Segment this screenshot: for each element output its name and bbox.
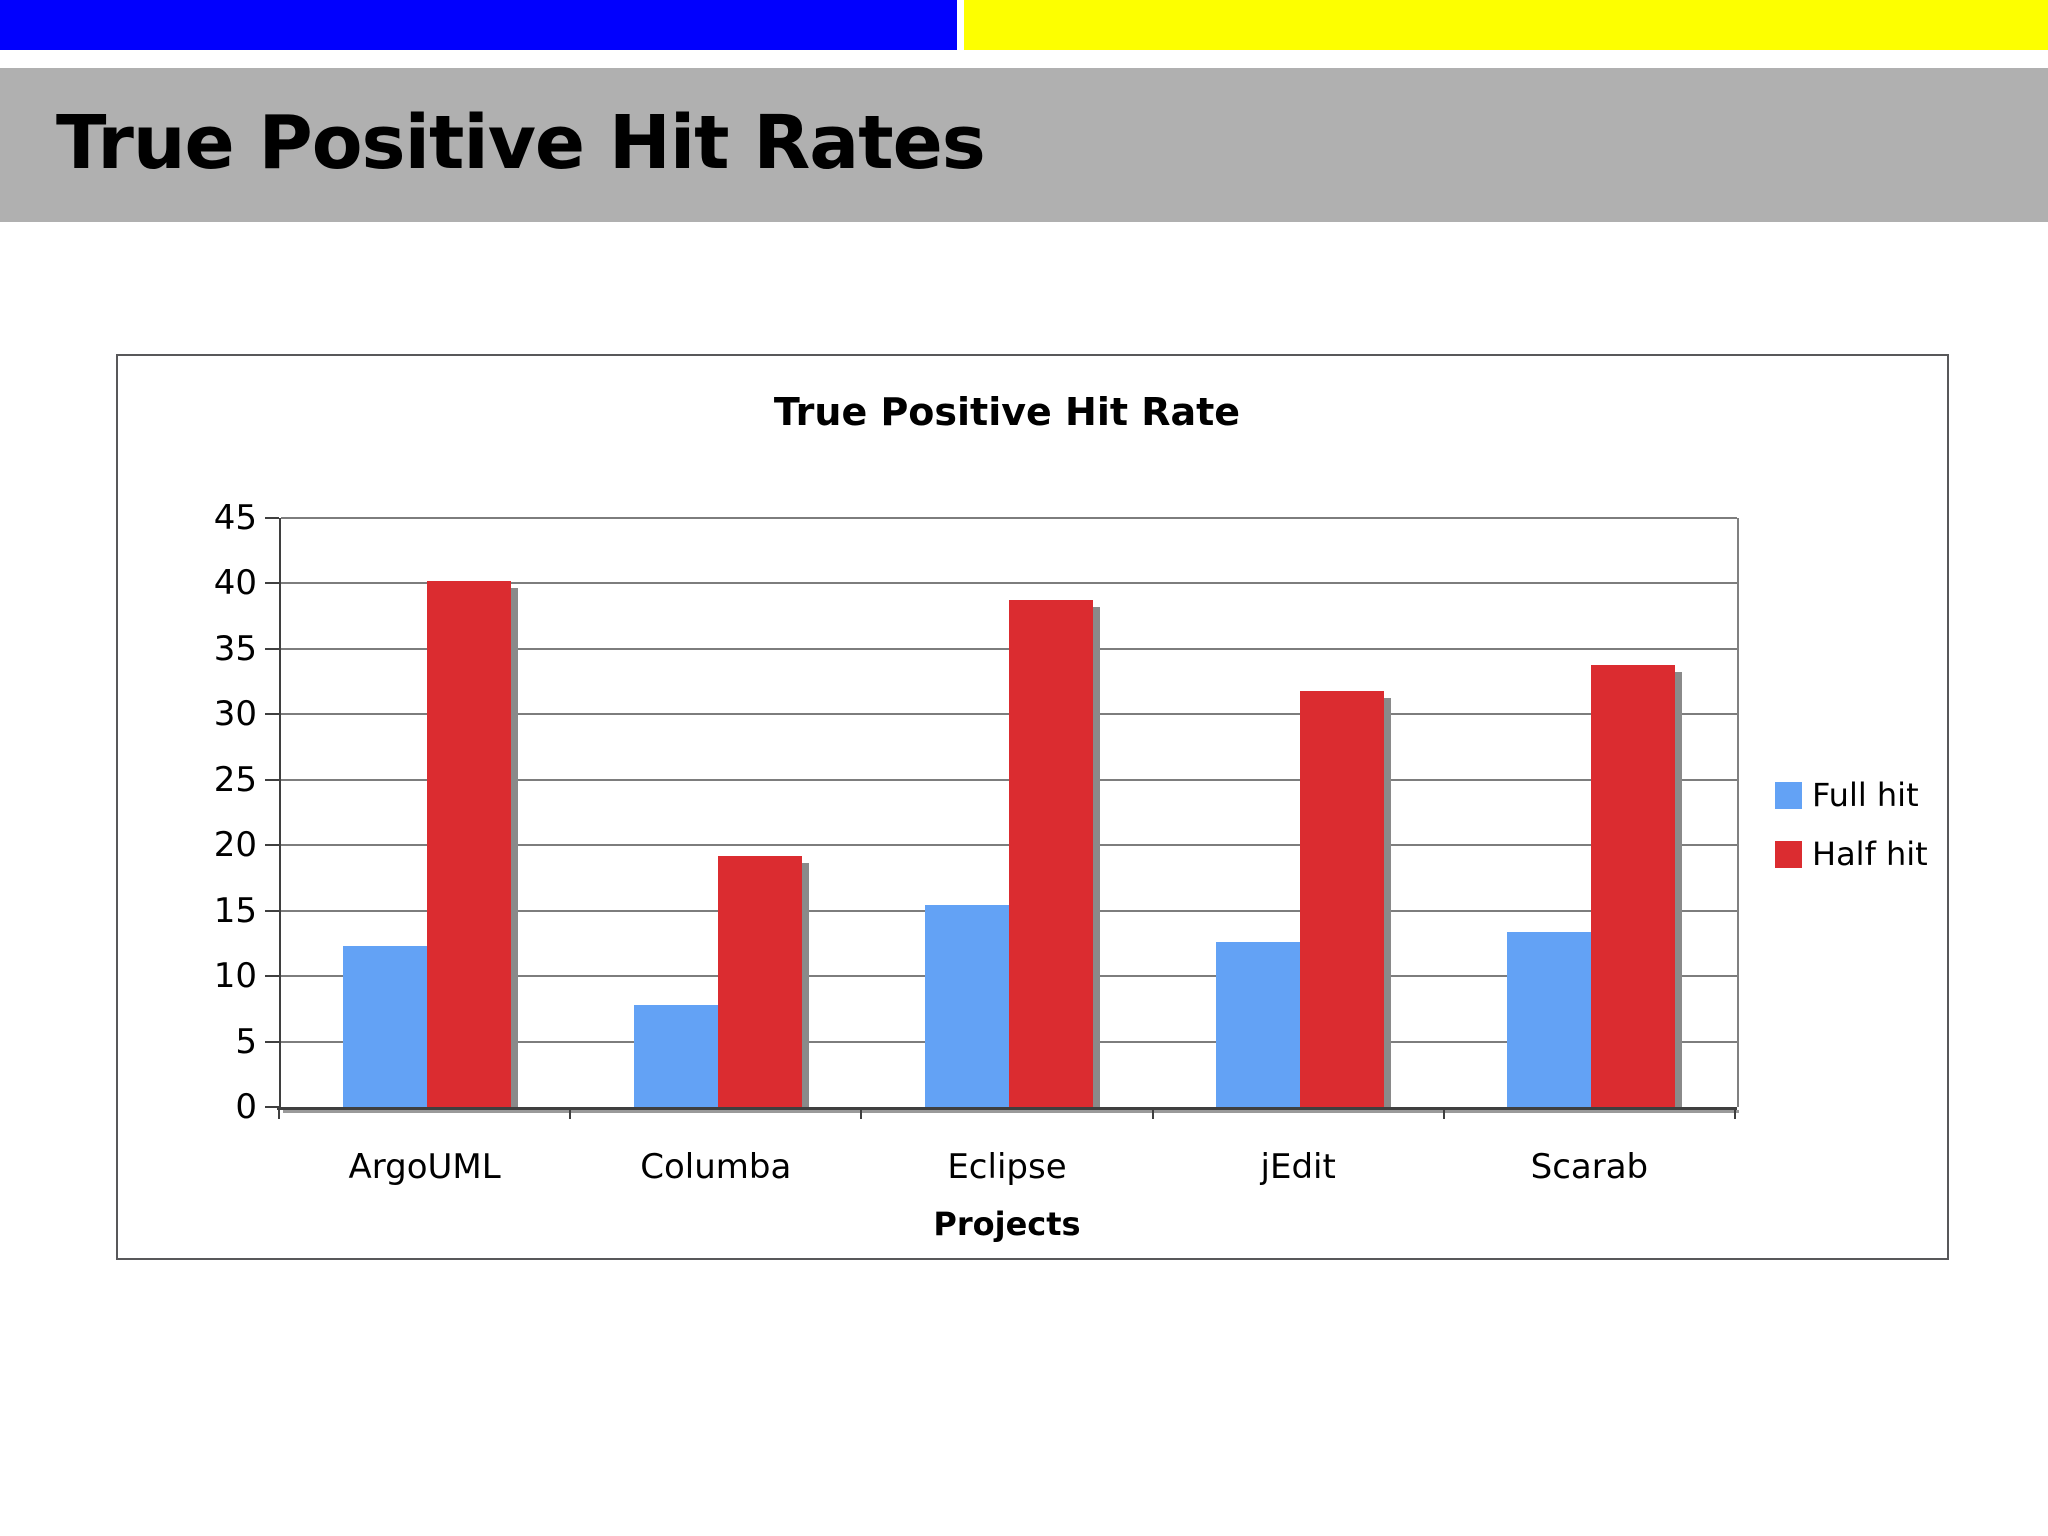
x-tick (1442, 1107, 1445, 1119)
y-tick-label: 25 (213, 759, 257, 800)
y-tick-label: 0 (235, 1087, 257, 1127)
x-category-label-jedit: jEdit (1260, 1147, 1336, 1187)
y-tick-label: 10 (213, 956, 257, 997)
bar-full-hit-eclipse (925, 905, 1009, 1107)
bar-half-hit-jedit (1300, 690, 1392, 1108)
bar-half-hit-scarab (1591, 664, 1683, 1108)
y-tick (265, 713, 279, 716)
y-tick (265, 647, 279, 650)
bar-full-hit-jedit (1216, 942, 1301, 1107)
top-banner-blue (0, 0, 957, 50)
x-category-label-scarab: Scarab (1530, 1147, 1649, 1187)
chart-legend: Full hit Half hit (1775, 776, 1928, 894)
y-tick (265, 778, 279, 781)
y-tick (265, 844, 279, 847)
y-tick (265, 517, 279, 519)
slide-title: True Positive Hit Rates (56, 100, 986, 186)
plot-area (279, 517, 1739, 1108)
gridline-45 (281, 517, 1737, 519)
y-tick-label: 15 (213, 890, 257, 931)
x-axis-title: Projects (933, 1205, 1081, 1243)
bar-full-hit-scarab (1507, 931, 1592, 1107)
y-tick-label: 45 (213, 498, 257, 538)
y-tick (265, 582, 279, 585)
x-tick (569, 1107, 572, 1119)
y-tick-label: 20 (213, 825, 257, 866)
x-axis-shadow (283, 1110, 1739, 1113)
gridline-40 (281, 582, 1737, 585)
x-tick (278, 1107, 280, 1119)
y-tick (265, 909, 279, 912)
bar-half-hit-argouml (426, 580, 518, 1108)
bar-half-hit-columba (717, 855, 809, 1108)
legend-item: Full hit (1775, 776, 1928, 814)
legend-label: Half hit (1812, 835, 1928, 873)
y-tick (265, 975, 279, 978)
y-tick (265, 1040, 279, 1043)
legend-swatch-icon (1775, 781, 1802, 809)
y-tick-label: 40 (213, 563, 257, 604)
chart-container: True Positive Hit Rate 45 40 35 30 25 20 15 10 5… (116, 354, 1949, 1260)
legend-swatch-icon (1775, 840, 1802, 868)
y-tick-label: 30 (213, 694, 257, 735)
y-tick-label: 35 (213, 628, 257, 669)
x-tick (860, 1107, 863, 1119)
bar-half-hit-eclipse (1009, 600, 1100, 1107)
y-tick-label: 5 (235, 1021, 257, 1062)
y-tick (265, 1106, 279, 1108)
legend-item: Half hit (1775, 835, 1928, 873)
x-category-label-columba: Columba (640, 1147, 792, 1187)
x-axis-line (277, 1107, 1737, 1110)
legend-label: Full hit (1812, 776, 1919, 814)
x-category-label-argouml: ArgoUML (348, 1147, 501, 1187)
x-tick (1734, 1107, 1736, 1119)
bar-full-hit-argouml (342, 946, 427, 1107)
bar-full-hit-columba (633, 1004, 718, 1107)
slide-title-bar: True Positive Hit Rates (0, 68, 2048, 222)
x-category-label-eclipse: Eclipse (947, 1147, 1067, 1187)
top-banner-yellow (964, 0, 2048, 50)
x-tick (1151, 1107, 1154, 1119)
chart-title: True Positive Hit Rate (773, 390, 1241, 434)
